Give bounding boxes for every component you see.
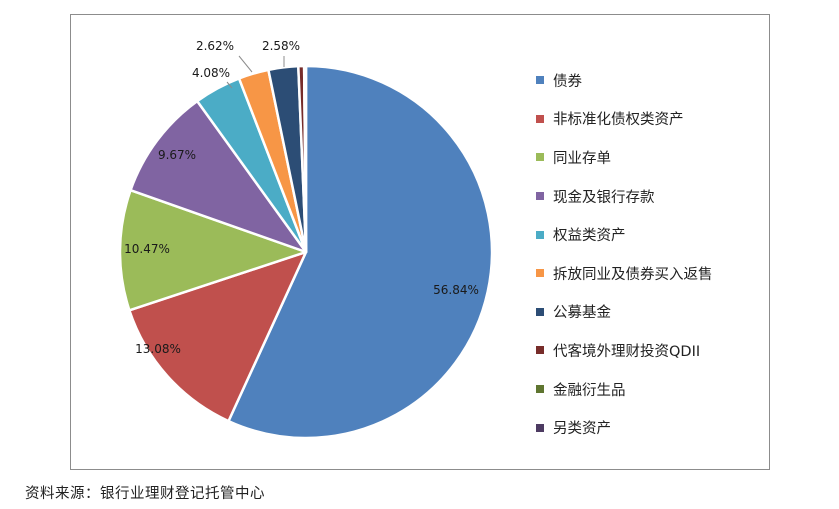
- legend-item: 另类资产: [536, 408, 766, 447]
- legend-swatch: [536, 76, 544, 85]
- legend-swatch: [536, 153, 544, 162]
- pie-slice: [227, 64, 494, 440]
- data-label: 9.67%: [158, 148, 196, 162]
- data-label: 2.58%: [262, 39, 300, 53]
- pie-slice: [128, 250, 308, 423]
- source-note: 资料来源：银行业理财登记托管中心: [25, 486, 265, 502]
- legend-label: 现金及银行存款: [553, 189, 655, 206]
- legend-label: 公募基金: [553, 305, 611, 322]
- legend-item: 债券: [536, 61, 766, 100]
- legend-label: 代客境外理财投资QDII: [553, 343, 701, 360]
- legend-swatch: [536, 307, 544, 316]
- data-label: 10.47%: [124, 242, 170, 256]
- legend-label: 金融衍生品: [553, 382, 626, 399]
- data-label: 13.08%: [135, 342, 181, 356]
- legend: 债券非标准化债权类资产 同业存单现金及银行存款 权益类资产拆放同业及债券买入返售 公募…: [536, 61, 766, 447]
- legend-item: 代客境外理财投资QDII: [536, 331, 766, 370]
- legend-item: 权益类资产: [536, 215, 766, 254]
- legend-item: 现金及银行存款: [536, 177, 766, 216]
- legend-swatch: [536, 192, 544, 201]
- legend-swatch: [536, 114, 544, 123]
- legend-swatch: [536, 346, 544, 355]
- pie-slice: [303, 64, 308, 254]
- legend-label: 拆放同业及债券买入返售: [553, 266, 713, 283]
- legend-swatch: [536, 230, 544, 239]
- legend-swatch: [536, 385, 544, 394]
- leader-line: [238, 55, 253, 73]
- leader-line: [226, 81, 233, 89]
- legend-item: 金融衍生品: [536, 370, 766, 409]
- legend-label: 非标准化债权类资产: [553, 112, 684, 129]
- legend-item: 拆放同业及债券买入返售: [536, 254, 766, 293]
- legend-item: 非标准化债权类资产: [536, 100, 766, 139]
- legend-item: 公募基金: [536, 293, 766, 332]
- data-label: 4.08%: [192, 66, 230, 80]
- data-label: 2.62%: [196, 39, 234, 53]
- legend-swatch: [536, 269, 544, 278]
- pie-slice: [129, 99, 308, 254]
- legend-label: 同业存单: [553, 150, 611, 167]
- data-label: 56.84%: [433, 283, 479, 297]
- legend-label: 另类资产: [553, 421, 611, 438]
- legend-label: 债券: [553, 73, 582, 90]
- legend-label: 权益类资产: [553, 228, 626, 245]
- legend-swatch: [536, 423, 544, 432]
- legend-item: 同业存单: [536, 138, 766, 177]
- pie-slice: [118, 188, 308, 312]
